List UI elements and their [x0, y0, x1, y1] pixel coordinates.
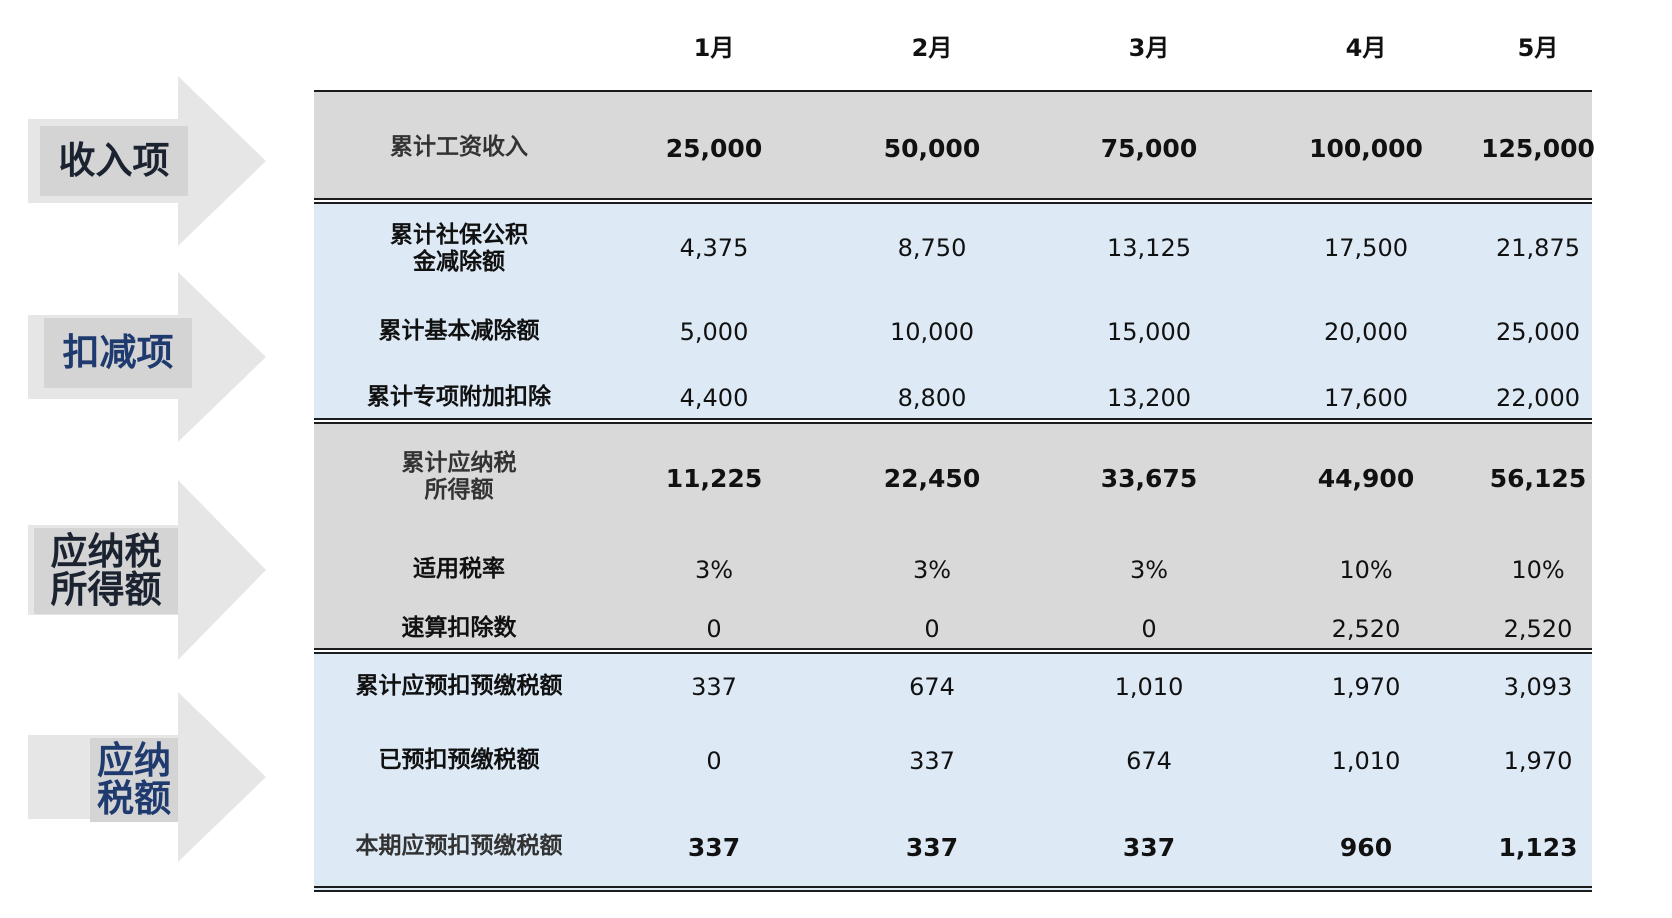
row-label: 速算扣除数	[401, 615, 517, 641]
table-cell: 1,010	[1331, 747, 1401, 775]
category-arrow-tax-payable: 应纳 税额	[28, 692, 266, 862]
table-cell: 22,000	[1496, 384, 1580, 412]
table-rule-top	[314, 90, 1592, 92]
table-cell: 50,000	[883, 134, 981, 163]
table-cell: 33,675	[1100, 464, 1198, 493]
row-label-line: 累计社保公积	[390, 222, 528, 248]
table-rule	[314, 652, 1592, 654]
taxable-income-band	[314, 422, 1592, 650]
table-cell: 100,000	[1309, 134, 1423, 163]
row-label: 适用税率	[413, 556, 505, 582]
row-label: 已预扣预缴税额	[378, 747, 540, 773]
category-label: 扣减项	[44, 318, 192, 388]
table-cell: 1,970	[1503, 747, 1573, 775]
table-rule	[314, 202, 1592, 204]
month-header: 1月	[693, 34, 735, 62]
table-cell: 8,750	[897, 234, 967, 262]
row-label: 累计社保公积 金减除额	[314, 222, 604, 276]
table-cell: 10%	[1339, 556, 1393, 584]
table-cell: 3%	[1129, 556, 1169, 584]
table-cell: 0	[924, 615, 940, 643]
category-label-line: 税额	[97, 777, 171, 820]
table-cell: 337	[909, 747, 955, 775]
table-cell: 0	[706, 615, 722, 643]
table-cell: 15,000	[1107, 318, 1191, 346]
category-label-line: 应纳	[97, 739, 171, 782]
table-rule	[314, 418, 1592, 420]
table-cell: 960	[1339, 833, 1393, 862]
table-cell: 4,375	[679, 234, 749, 262]
category-label: 收入项	[40, 126, 188, 196]
table-cell: 674	[1126, 747, 1172, 775]
table-cell: 5,000	[679, 318, 749, 346]
table-cell: 337	[687, 833, 741, 862]
tax-payable-band	[314, 652, 1592, 890]
table-cell: 674	[909, 673, 955, 701]
table-cell: 44,900	[1317, 464, 1415, 493]
table-cell: 1,970	[1331, 673, 1401, 701]
table-cell: 337	[691, 673, 737, 701]
row-label: 累计应预扣预缴税额	[355, 673, 563, 699]
category-arrow-deduction: 扣减项	[28, 272, 266, 442]
table-cell: 0	[706, 747, 722, 775]
category-label-line: 应纳税	[50, 530, 162, 573]
row-label: 累计应纳税 所得额	[314, 450, 604, 504]
row-label-line: 所得额	[424, 477, 494, 503]
table-rule-bottom	[314, 890, 1592, 892]
table-cell: 2,520	[1503, 615, 1573, 643]
table-cell: 17,500	[1324, 234, 1408, 262]
category-label: 应纳税 所得额	[34, 528, 178, 614]
table-cell: 3,093	[1503, 673, 1573, 701]
table-cell: 4,400	[679, 384, 749, 412]
row-label-line: 金减除额	[413, 249, 505, 275]
row-label: 本期应预扣预缴税额	[355, 833, 563, 859]
category-arrow-taxable-income: 应纳税 所得额	[28, 480, 266, 660]
category-arrow-income: 收入项	[28, 76, 266, 246]
category-label-line: 所得额	[50, 568, 162, 611]
table-cell: 1,123	[1498, 833, 1578, 862]
row-label: 累计工资收入	[390, 134, 528, 160]
table-rule	[314, 648, 1592, 650]
table-cell: 10,000	[890, 318, 974, 346]
table-cell: 11,225	[665, 464, 763, 493]
row-label: 累计专项附加扣除	[367, 384, 551, 410]
month-header: 2月	[911, 34, 953, 62]
tax-table: 1月 2月 3月 4月 5月 累计工资收入 25,000 50,000 75,0…	[314, 0, 1595, 918]
table-cell: 125,000	[1481, 134, 1595, 163]
table-cell: 21,875	[1496, 234, 1580, 262]
table-rule	[314, 198, 1592, 200]
table-cell: 17,600	[1324, 384, 1408, 412]
table-cell: 337	[905, 833, 959, 862]
table-cell: 22,450	[883, 464, 981, 493]
table-cell: 3%	[694, 556, 734, 584]
table-cell: 13,200	[1107, 384, 1191, 412]
table-cell: 3%	[912, 556, 952, 584]
table-cell: 75,000	[1100, 134, 1198, 163]
table-cell: 0	[1141, 615, 1157, 643]
month-header: 4月	[1345, 34, 1387, 62]
table-rule	[314, 422, 1592, 424]
table-rule-bottom	[314, 886, 1592, 888]
category-label: 应纳 税额	[90, 738, 178, 822]
row-label: 累计基本减除额	[378, 318, 540, 344]
table-cell: 56,125	[1489, 464, 1587, 493]
table-cell: 337	[1122, 833, 1176, 862]
table-cell: 20,000	[1324, 318, 1408, 346]
income-band	[314, 92, 1592, 200]
table-cell: 2,520	[1331, 615, 1401, 643]
month-header: 3月	[1128, 34, 1170, 62]
row-label-line: 累计应纳税	[401, 450, 517, 476]
deduction-band	[314, 202, 1592, 420]
table-cell: 25,000	[1496, 318, 1580, 346]
month-header: 5月	[1517, 34, 1559, 62]
table-cell: 25,000	[665, 134, 763, 163]
table-cell: 8,800	[897, 384, 967, 412]
table-cell: 1,010	[1114, 673, 1184, 701]
table-cell: 10%	[1511, 556, 1565, 584]
table-cell: 13,125	[1107, 234, 1191, 262]
